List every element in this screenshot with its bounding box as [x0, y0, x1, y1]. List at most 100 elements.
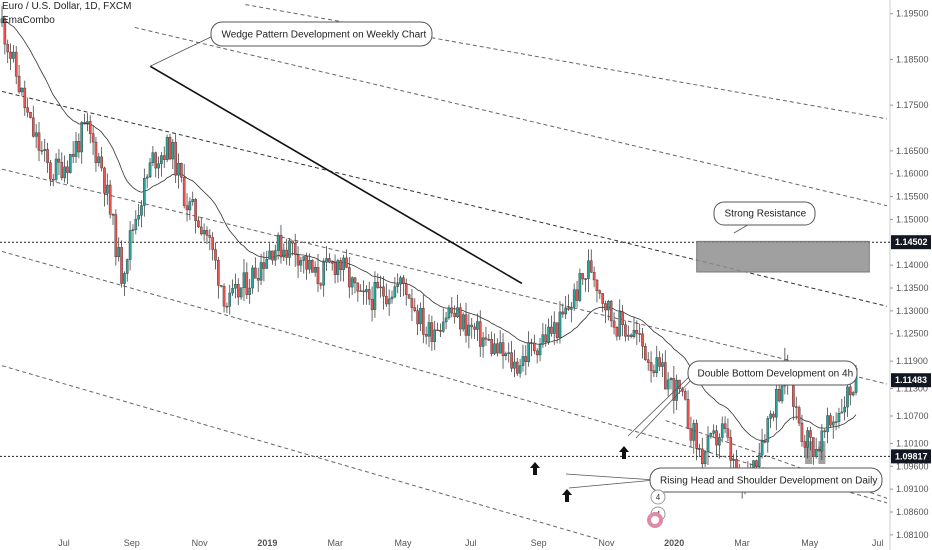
double-bottom-zone [805, 441, 813, 464]
candle-body [453, 312, 456, 318]
candle-body [43, 149, 47, 151]
channel-line [1, 250, 888, 504]
candle-body [123, 273, 126, 284]
candle-body [757, 454, 761, 467]
candle-body [470, 324, 474, 328]
candle-body [225, 305, 229, 308]
candle-body [800, 422, 804, 442]
candle-body [296, 254, 300, 266]
price-tag-label: 1.11483 [895, 375, 927, 385]
wedge-line[interactable] [149, 65, 523, 285]
price-tag-label: 1.09817 [895, 451, 928, 461]
price-tag[interactable] [891, 235, 931, 250]
up-arrow-icon [562, 489, 572, 502]
candle-body [612, 320, 616, 328]
candle-body [672, 378, 676, 401]
candle-body [293, 242, 297, 256]
candle-body [780, 385, 784, 402]
candle-body [251, 267, 254, 289]
candle-body [732, 459, 735, 461]
candle-body [234, 283, 237, 289]
y-tick-label: 1.17500 [896, 100, 929, 110]
candle-body [618, 311, 622, 337]
candle-body [575, 289, 579, 301]
candle-body [273, 250, 277, 261]
callout-wedge-text: Wedge Pattern Development on Weekly Char… [222, 30, 427, 41]
candle-body [797, 407, 801, 424]
event-badge[interactable]: 4 [650, 489, 666, 505]
candle-body [399, 277, 402, 285]
candle-body [310, 259, 314, 273]
candle-body [219, 285, 223, 287]
candle-body [322, 262, 325, 286]
candle-body [760, 441, 764, 456]
candle-body [282, 249, 286, 258]
candle-body [513, 361, 516, 369]
candle-body [80, 122, 84, 153]
price-tag[interactable] [891, 449, 931, 464]
x-tick-label: Mar [327, 538, 343, 548]
candle-body [584, 278, 587, 280]
candle-body [23, 87, 27, 108]
candle-body [17, 75, 21, 93]
callout-head-shoulders[interactable]: Rising Head and Shoulder Development on … [649, 467, 883, 493]
candle-body [476, 321, 479, 330]
candle-body [530, 342, 533, 345]
candle-body [564, 307, 567, 315]
candle-body [333, 262, 337, 275]
y-tick-label: 1.10700 [896, 411, 929, 421]
resistance-zone[interactable] [696, 240, 870, 273]
candle-body [775, 389, 778, 418]
candle-body [726, 428, 730, 438]
candle-body [387, 298, 391, 305]
candle-body [191, 199, 195, 202]
callout-head-shoulders-text: Rising Head and Shoulder Development on … [660, 476, 877, 487]
candle-body [100, 156, 103, 169]
candle-body [319, 283, 323, 286]
wedge-line-layer [149, 65, 523, 285]
candle-body [29, 112, 32, 118]
candle-body [416, 310, 419, 325]
callout-double-bottom-text: Double Bottom Development on 4h [698, 369, 854, 380]
candle-body [350, 277, 354, 288]
candle-body [481, 337, 485, 347]
candle-body [197, 220, 200, 228]
candle-body [242, 272, 246, 289]
candle-body [587, 260, 590, 279]
candle-body [77, 141, 81, 153]
candle-body [6, 43, 9, 53]
candle-body [652, 370, 656, 374]
candle-body [26, 107, 29, 113]
candle-body [185, 205, 189, 211]
candle-body [57, 158, 61, 163]
callout-double-bottom[interactable]: Double Bottom Development on 4h [687, 360, 858, 386]
indicator-label[interactable]: EmaCombo [2, 15, 55, 26]
candle-body [336, 260, 340, 275]
y-tick-label: 1.09600 [896, 461, 929, 471]
price-tag[interactable] [891, 373, 931, 388]
callout-wedge[interactable]: Wedge Pattern Development on Weekly Char… [210, 21, 433, 47]
event-flag-icon[interactable] [647, 512, 663, 528]
candle-body [478, 321, 482, 347]
candle-body [644, 346, 647, 360]
candle-body [769, 413, 772, 419]
candle-body [701, 448, 704, 465]
candle-body [621, 311, 624, 326]
candle-body [151, 152, 155, 163]
candle-body [484, 337, 488, 340]
candle-body [339, 260, 343, 270]
candle-body [69, 154, 72, 173]
candle-body [385, 295, 388, 305]
candle-body [589, 260, 593, 273]
candle-body [535, 350, 539, 356]
x-tick-label: May [801, 538, 819, 548]
candle-body [271, 250, 274, 261]
candle-body [103, 167, 106, 194]
candle-body [840, 411, 844, 414]
candle-body [814, 449, 818, 457]
candle-body [427, 322, 431, 337]
candle-body [174, 142, 177, 176]
callout-resistance[interactable]: Strong Resistance [713, 201, 816, 226]
candle-body [396, 283, 399, 287]
